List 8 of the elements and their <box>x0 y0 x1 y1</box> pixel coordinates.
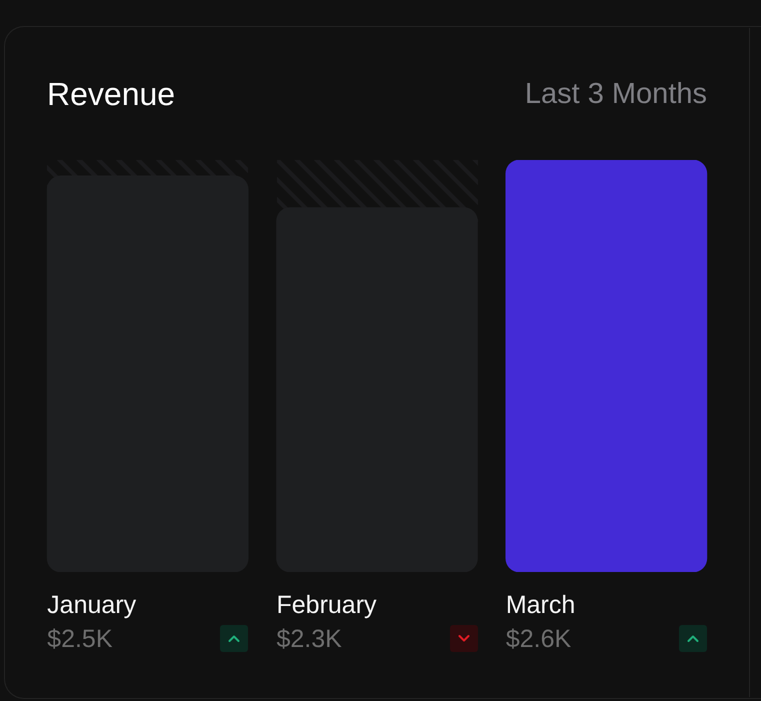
chart-title: Revenue <box>47 76 176 112</box>
data-label: $2.6K <box>506 625 572 653</box>
x-tick-label: January <box>47 591 137 619</box>
data-label: $2.3K <box>276 625 342 653</box>
x-tick-label: March <box>506 591 576 619</box>
data-label: $2.5K <box>47 625 113 653</box>
x-tick-label: February <box>276 591 378 619</box>
chart-subtitle: Last 3 Months <box>524 78 707 110</box>
